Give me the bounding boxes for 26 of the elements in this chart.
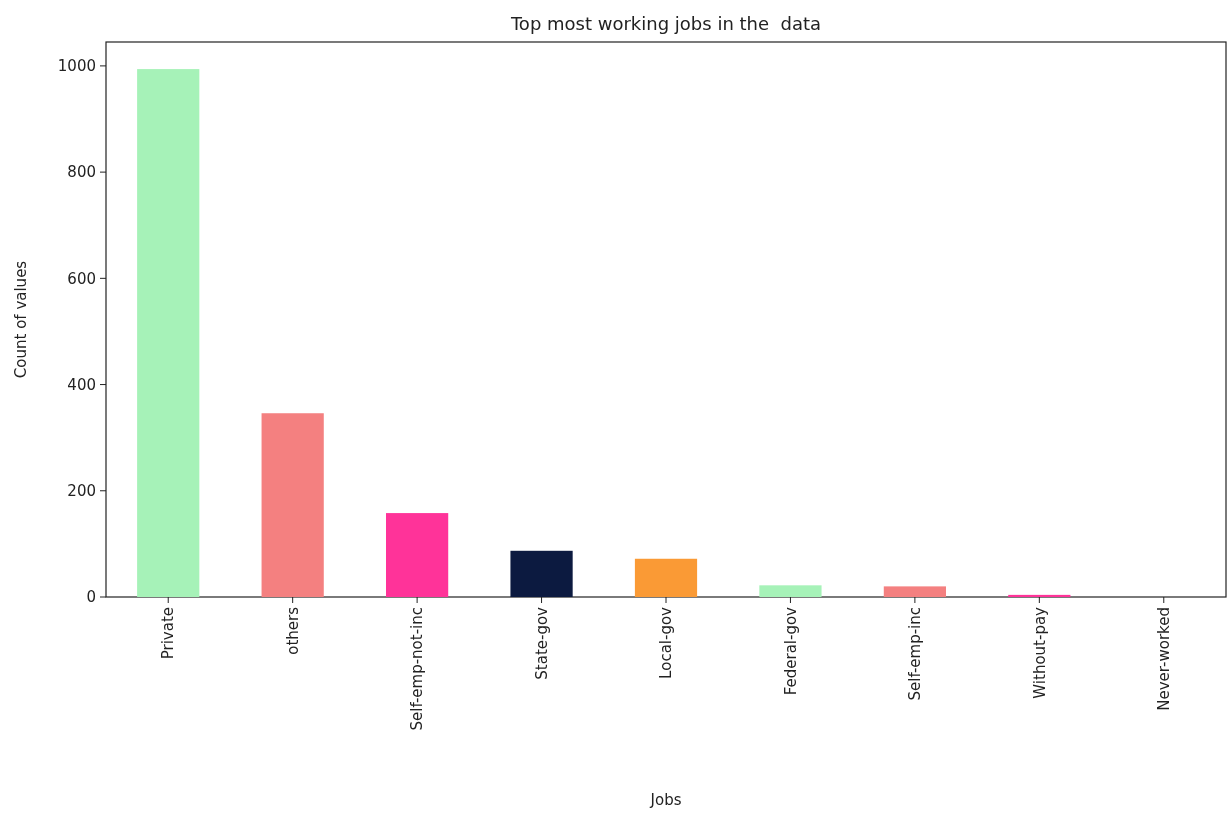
x-tick-label: Never-worked [1155,607,1174,711]
bar [759,585,822,597]
x-tick-label: Private [159,607,178,660]
bar [883,586,946,597]
bar [1008,594,1071,597]
x-tick-label: Local-gov [657,606,676,679]
y-tick-label: 600 [67,269,96,288]
y-tick-label: 200 [67,482,96,501]
bar [634,558,698,597]
x-tick-label: Federal-gov [781,606,800,696]
bar [137,69,200,597]
y-axis-title: Count of values [12,260,30,379]
x-tick-label: Self-emp-inc [906,607,925,701]
x-tick-label: Self-emp-not-inc [408,607,427,731]
x-tick-label: State-gov [532,606,551,680]
x-axis-title: Jobs [649,791,682,809]
y-tick-label: 0 [86,588,96,607]
chart-title: Top most working jobs in the data [509,13,822,34]
y-tick-label: 800 [67,163,96,182]
y-tick-label: 1000 [57,57,96,76]
y-tick-label: 400 [67,375,96,394]
bar [510,550,573,597]
bar [386,513,449,597]
x-tick-label: others [283,606,302,655]
bar [261,413,324,597]
x-tick-label: Without-pay [1030,606,1049,699]
